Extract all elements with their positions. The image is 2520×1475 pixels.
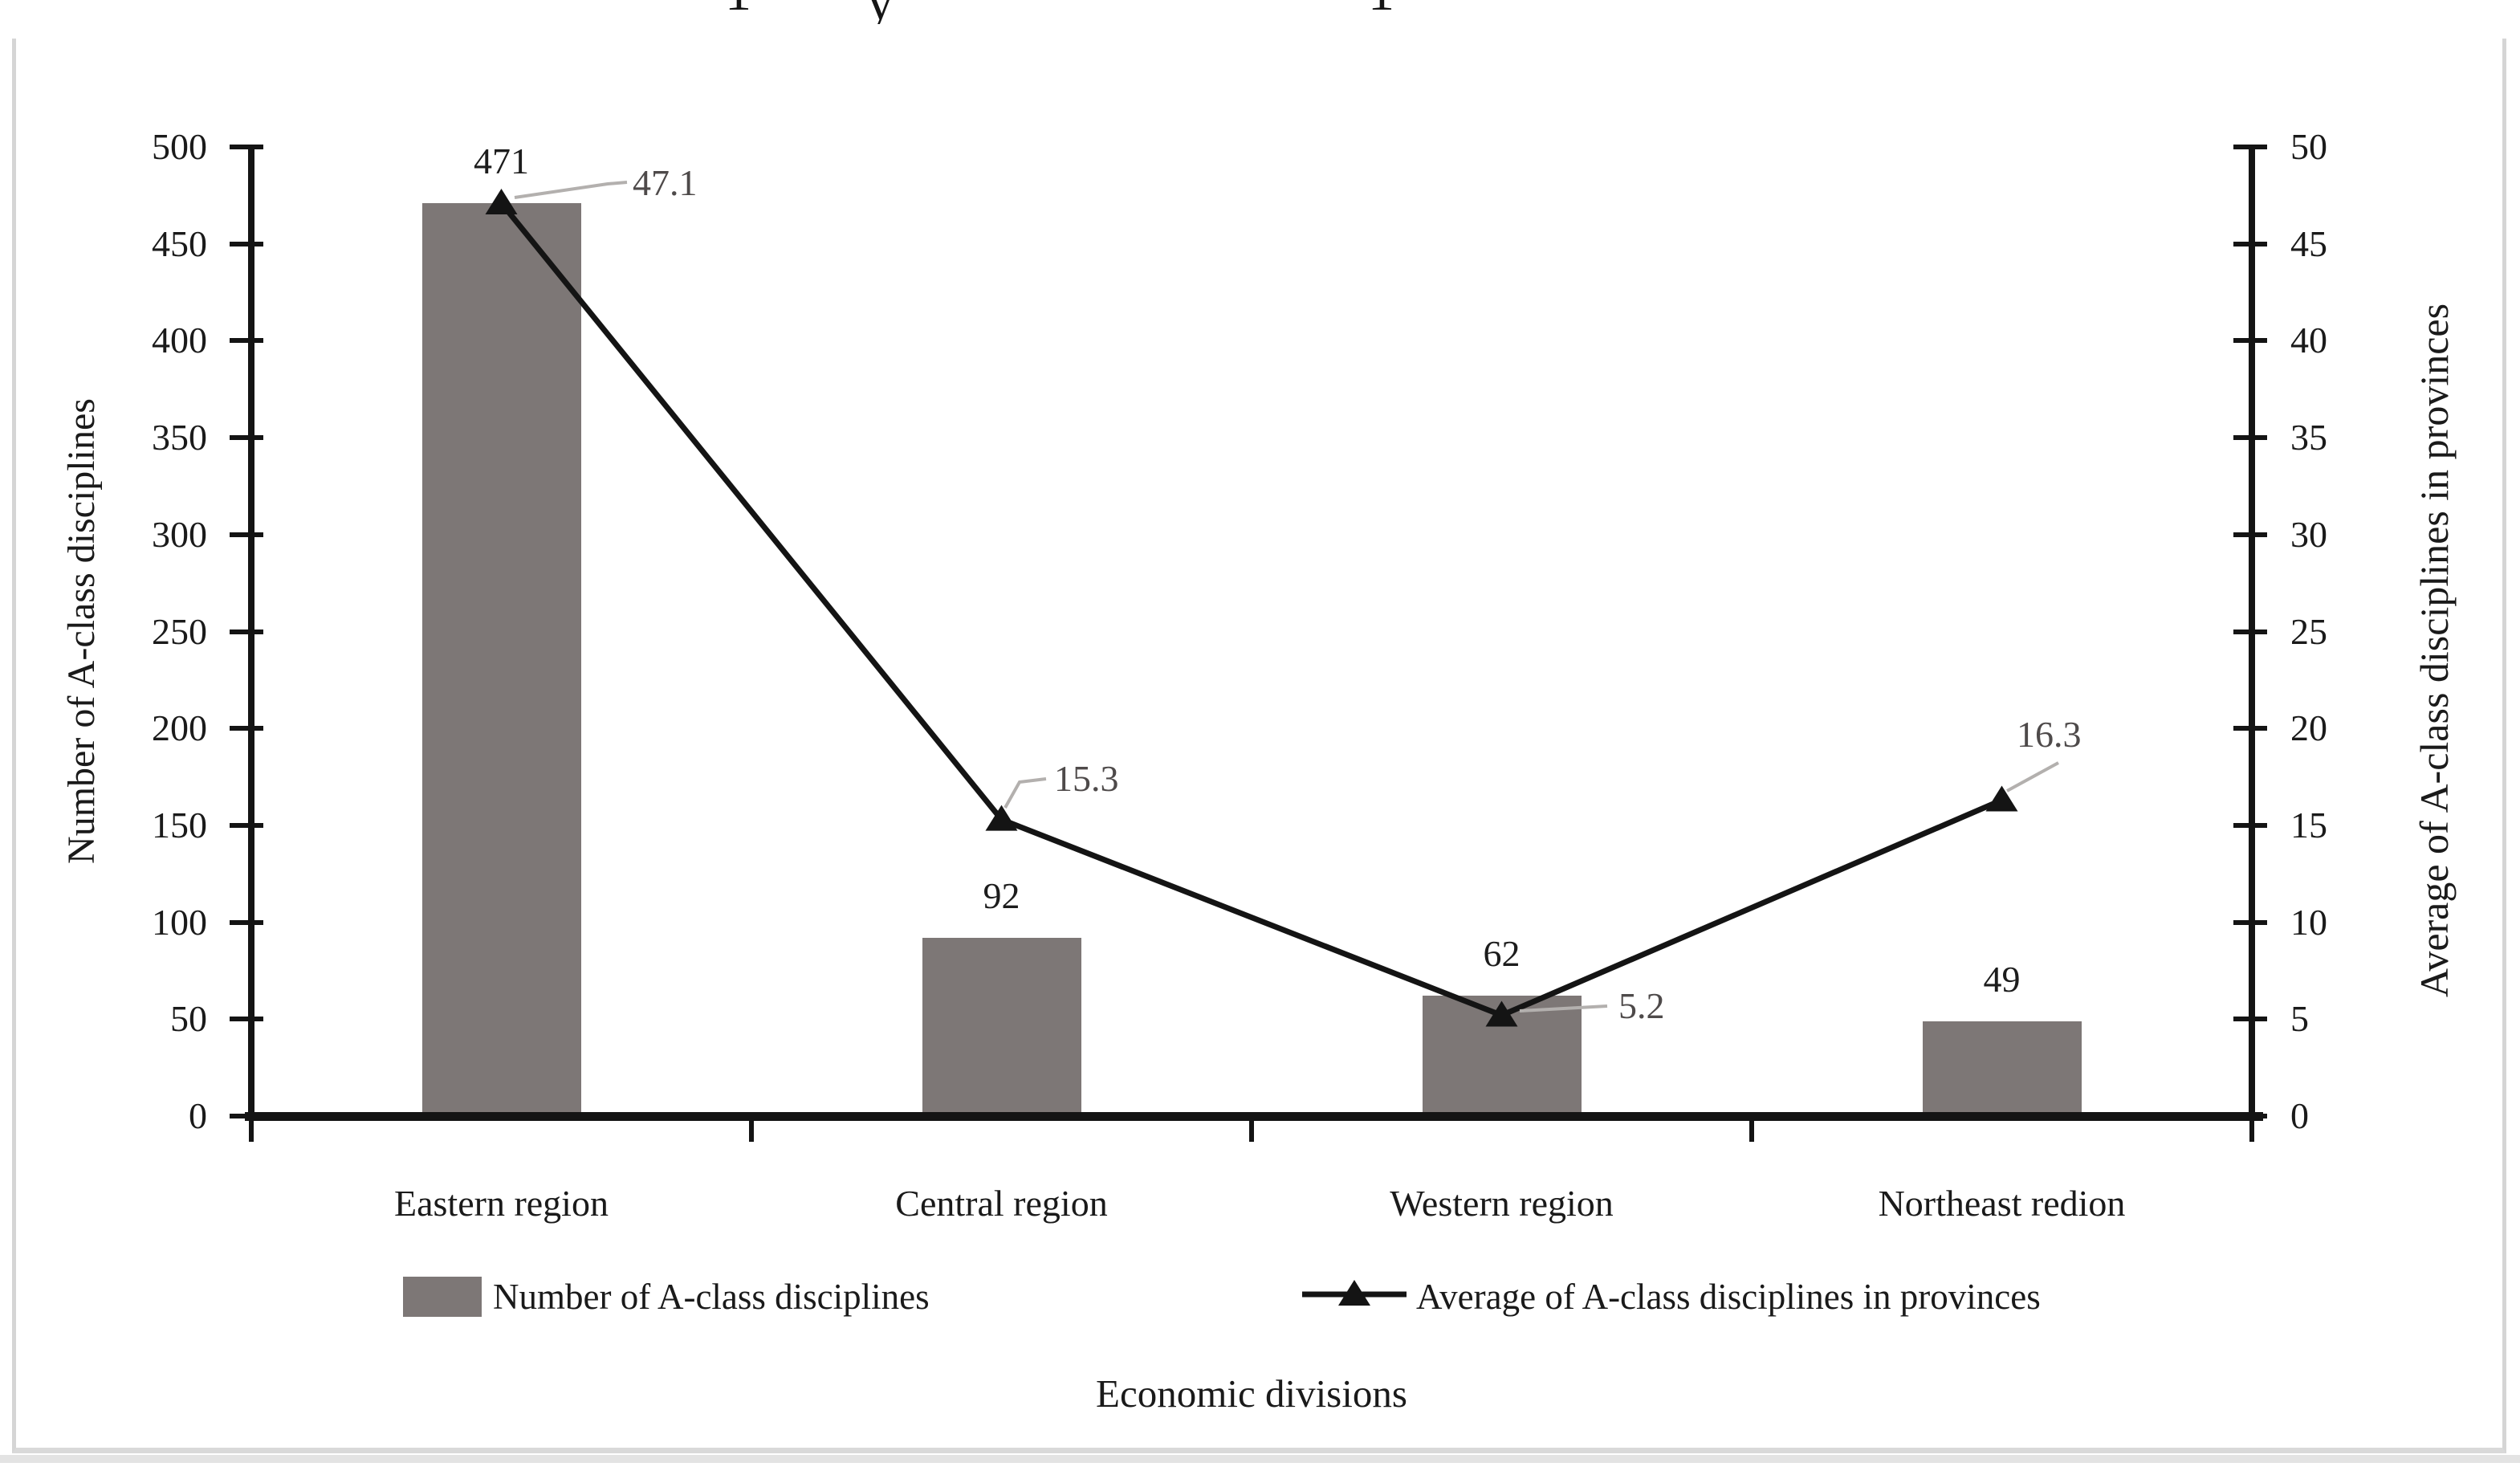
data-label-leader-1 — [1004, 777, 1047, 809]
x-category-label: Central region — [895, 1183, 1108, 1224]
bar-data-label: 471 — [474, 141, 529, 181]
right-axis-tick-label: 40 — [2290, 320, 2327, 361]
left-y-axis-line — [248, 147, 254, 1120]
bar-northeast-redion — [1922, 1021, 2082, 1116]
line-data-label: 16.3 — [2017, 714, 2082, 755]
data-label-leader-2 — [1519, 1004, 1608, 1013]
left-axis-tick — [230, 532, 263, 537]
line-marker-2 — [1485, 1000, 1518, 1027]
x-axis-tick — [2249, 1113, 2254, 1142]
x-axis-tick — [749, 1113, 754, 1142]
left-axis-tick — [230, 241, 263, 247]
bar-data-label: 62 — [1483, 933, 1521, 975]
left-axis-tick-label: 100 — [152, 901, 207, 943]
x-category-label: Northeast redion — [1878, 1183, 2126, 1224]
data-label-leader-0 — [514, 181, 628, 199]
cropped-text-fragment: y — [867, 0, 899, 24]
left-axis-tick-label: 450 — [152, 222, 207, 264]
left-axis-tick — [230, 726, 263, 731]
legend-label-line: Average of A-class disciplines in provin… — [1416, 1277, 2041, 1317]
left-axis-tick-label: 300 — [152, 513, 207, 555]
left-axis-tick-label: 500 — [152, 126, 207, 167]
bar-data-label: 92 — [983, 874, 1020, 916]
right-axis-tick-label: 15 — [2290, 804, 2327, 845]
left-axis-tick-label: 0 — [189, 1095, 207, 1136]
right-axis-tick-label: 35 — [2290, 417, 2327, 458]
bar-central-region — [922, 937, 1081, 1116]
right-axis-tick-label: 25 — [2290, 610, 2327, 652]
right-axis-tick-label: 10 — [2290, 901, 2327, 943]
x-axis-line — [245, 1112, 2263, 1121]
cropped-text-fragment: 1 — [725, 0, 757, 24]
x-axis-tick — [249, 1113, 254, 1142]
left-axis-tick-label: 200 — [152, 707, 207, 749]
line-data-label: 5.2 — [1618, 985, 1665, 1026]
x-axis-tick — [1749, 1113, 1754, 1142]
left-axis-tick-label: 350 — [152, 417, 207, 458]
x-category-label: Eastern region — [394, 1183, 609, 1224]
legend-triangle-icon — [1338, 1280, 1370, 1306]
left-axis-tick — [230, 145, 263, 149]
right-axis-tick-label: 0 — [2290, 1095, 2309, 1136]
x-axis-tick — [1249, 1113, 1254, 1142]
left-axis-tick — [230, 919, 263, 925]
line-marker-0 — [485, 189, 518, 215]
right-axis-tick-label: 45 — [2290, 222, 2327, 264]
line-series — [499, 201, 2003, 1019]
left-axis-tick-label: 400 — [152, 320, 207, 361]
legend-label-bars: Number of A-class disciplines — [493, 1277, 930, 1317]
x-axis-title: Economic divisions — [1096, 1371, 1407, 1416]
bar-data-label: 49 — [1983, 958, 2021, 1000]
left-axis-tick — [230, 822, 263, 828]
left-axis-tick — [230, 435, 263, 441]
legend-swatch-bar — [403, 1277, 482, 1317]
right-axis-tick-label: 20 — [2290, 707, 2327, 749]
bar-eastern-region — [421, 203, 581, 1116]
left-axis-tick-label: 250 — [152, 610, 207, 652]
left-axis-tick-label: 150 — [152, 804, 207, 845]
cropped-text-fragments: 1 y 1 — [0, 0, 2520, 26]
line-marker-3 — [1985, 785, 2018, 812]
left-axis-tick — [230, 1017, 263, 1022]
figure-frame-shadow — [0, 1455, 2520, 1463]
left-axis-tick-label: 50 — [170, 998, 207, 1040]
figure-frame — [12, 39, 2506, 1453]
x-category-label: Western region — [1390, 1183, 1614, 1224]
right-axis-tick-label: 50 — [2290, 126, 2327, 167]
left-axis-tick — [230, 338, 263, 344]
line-data-label: 47.1 — [633, 162, 698, 203]
right-y-axis-line — [2249, 147, 2255, 1120]
data-label-leader-3 — [2006, 761, 2059, 793]
right-axis-tick-label: 5 — [2290, 998, 2309, 1040]
line-marker-1 — [985, 805, 1018, 831]
left-axis-tick — [230, 629, 263, 634]
right-axis-tick-label: 30 — [2290, 513, 2327, 555]
line-data-label: 15.3 — [1054, 758, 1119, 799]
cropped-text-fragment: 1 — [1368, 0, 1400, 24]
